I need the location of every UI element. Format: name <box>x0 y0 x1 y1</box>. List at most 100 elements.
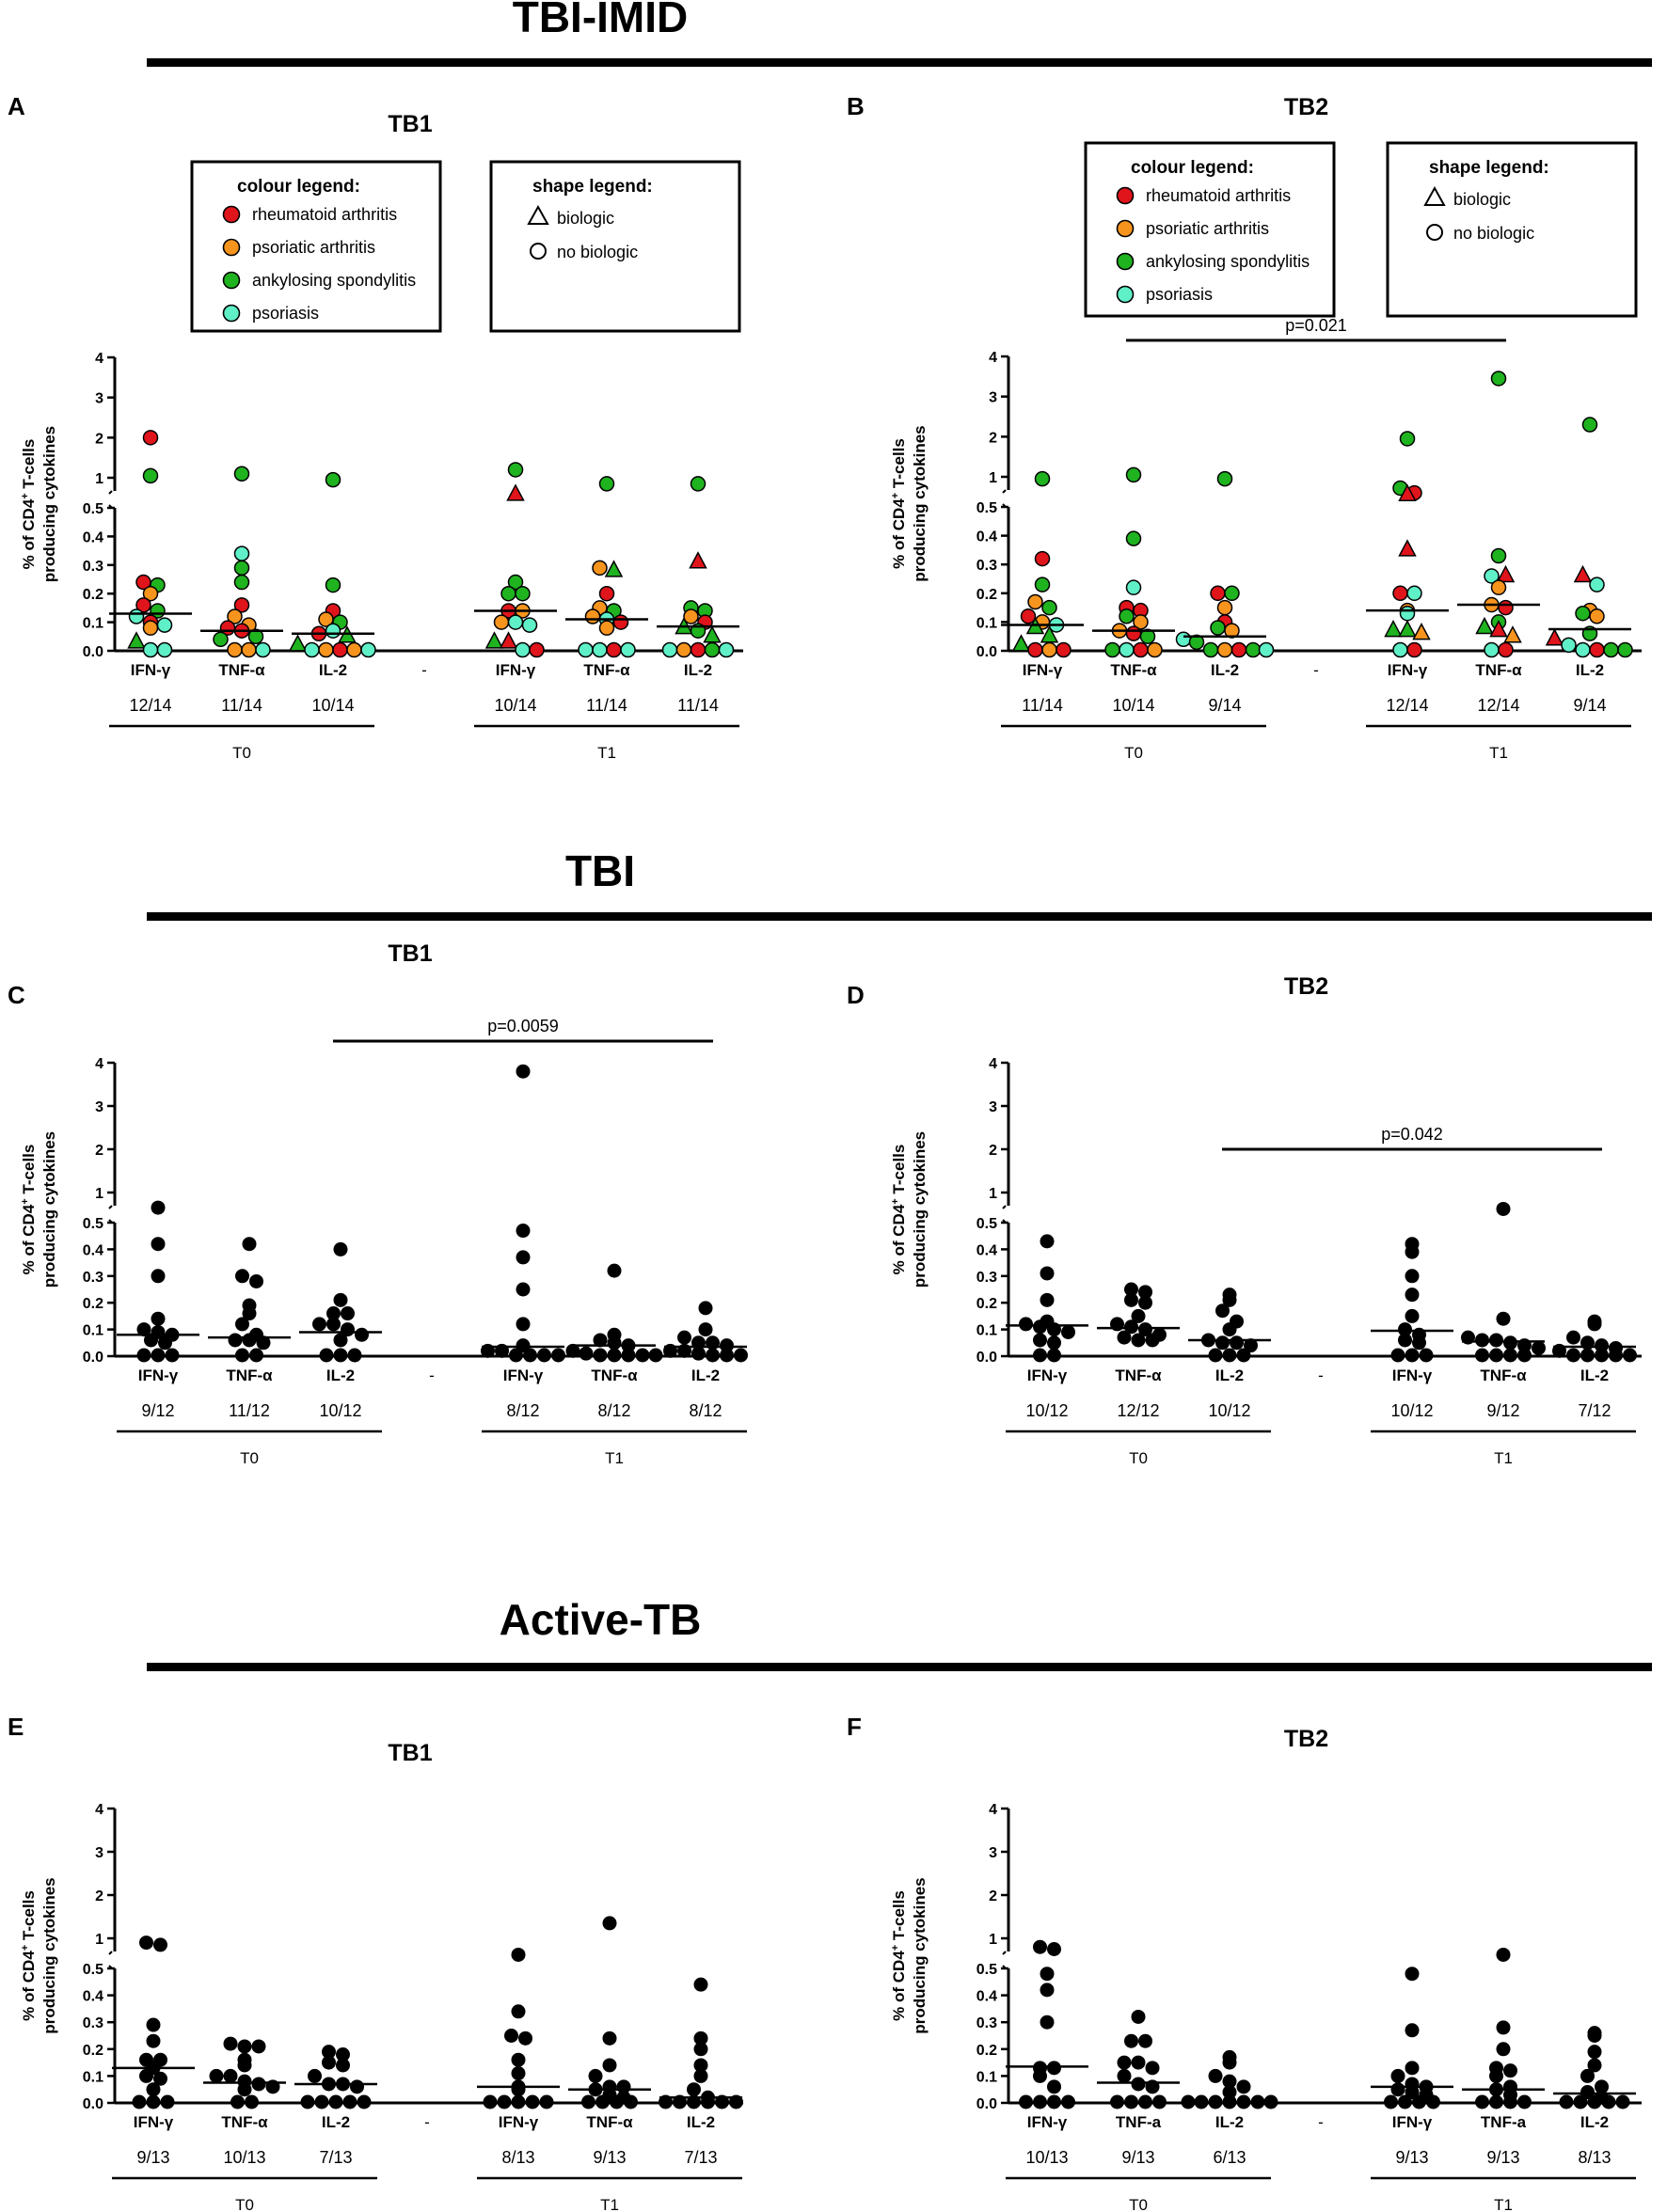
data-point <box>516 1282 531 1297</box>
y-tick-label: 0.0 <box>83 644 103 660</box>
data-point <box>308 2068 322 2083</box>
data-point <box>516 1224 531 1239</box>
data-point <box>1019 1317 1033 1332</box>
data-point <box>704 641 721 658</box>
legend-swatch-icon <box>1116 285 1135 304</box>
data-point <box>304 641 320 658</box>
data-point <box>1406 585 1422 602</box>
data-point <box>1145 2061 1160 2076</box>
data-point <box>1412 2094 1426 2109</box>
ratio-label: 8/12 <box>689 1401 722 1420</box>
y-tick-label: 0.4 <box>976 1989 997 2005</box>
data-point <box>1384 2094 1398 2109</box>
y-tick-label: 0.2 <box>976 587 997 603</box>
data-point <box>1061 1324 1075 1339</box>
x-tick-label: IL-2 <box>684 661 712 679</box>
x-tick-label: IFN-γ <box>138 1367 179 1384</box>
data-point <box>693 2068 708 2083</box>
data-point <box>1405 1244 1420 1259</box>
data-point-triangle <box>1503 625 1522 643</box>
data-point <box>233 545 250 561</box>
ratio-label: 10/13 <box>1025 2148 1068 2167</box>
y-tick-label: 4 <box>95 1802 103 1818</box>
circle-icon <box>1426 224 1443 241</box>
y-axis-label-line2: producing cytokines <box>911 1877 929 2033</box>
data-point <box>620 641 636 658</box>
ratio-label: 11/14 <box>1022 696 1063 715</box>
data-point <box>592 560 608 577</box>
data-point <box>1056 641 1072 658</box>
group-label: T1 <box>1494 1449 1513 1467</box>
data-point <box>136 1322 151 1337</box>
ratio-label: 10/14 <box>311 696 354 715</box>
data-point-triangle <box>1489 619 1508 638</box>
y-axis-label: % of CD4+ T-cells <box>890 1145 908 1275</box>
data-point <box>146 2033 161 2048</box>
data-point <box>1138 1322 1152 1337</box>
x-tick-label: IL-2 <box>687 2113 715 2131</box>
data-point <box>1138 2033 1152 2048</box>
data-point <box>1131 2077 1146 2092</box>
y-tick-label: 0.3 <box>83 1270 103 1286</box>
y-tick-label: 0.2 <box>976 1296 997 1312</box>
y-axis-label-line2: producing cytokines <box>40 426 58 582</box>
data-point <box>227 641 243 658</box>
colour-legend-label: ankylosing spondylitis <box>252 271 416 290</box>
x-tick-label: IFN-γ <box>503 1367 544 1384</box>
data-point <box>346 641 362 658</box>
y-tick-label: 3 <box>989 1099 997 1115</box>
data-point <box>1236 2079 1251 2094</box>
data-point-triangle <box>604 560 624 577</box>
x-tick-label: - <box>1318 1367 1324 1384</box>
data-point <box>1210 620 1226 636</box>
x-tick-label: IFN-γ <box>131 661 171 679</box>
data-point <box>325 577 341 593</box>
data-point <box>336 2058 350 2073</box>
data-point <box>1405 2023 1420 2038</box>
x-tick-label: TNF-α <box>583 661 630 679</box>
y-tick-label: 4 <box>95 1056 103 1072</box>
ratio-label: 9/13 <box>1395 2148 1428 2167</box>
data-point <box>602 1916 617 1931</box>
ratio-label: 10/12 <box>1390 1401 1433 1420</box>
data-point <box>151 1200 166 1215</box>
data-point <box>624 2094 638 2109</box>
data-point <box>1392 641 1408 658</box>
data-point <box>1595 1348 1609 1363</box>
y-tick-label: 0.3 <box>976 1270 997 1286</box>
data-point <box>247 628 264 645</box>
data-point <box>511 2052 526 2067</box>
data-point <box>142 620 159 636</box>
data-point <box>698 1301 713 1316</box>
y-tick-label: 0.4 <box>83 529 103 545</box>
data-point <box>537 1348 551 1363</box>
ratio-label: 12/14 <box>129 696 171 715</box>
ratio-label: 8/12 <box>506 1401 539 1420</box>
ratio-label: 12/14 <box>1386 696 1428 715</box>
data-point <box>142 585 159 602</box>
data-point <box>1589 608 1605 624</box>
x-tick-label: - <box>1318 2113 1324 2131</box>
data-point <box>507 614 524 630</box>
panel-title: TB2 <box>1284 973 1328 1000</box>
shape-legend-label: biologic <box>557 209 614 228</box>
x-tick-label: TNF-α <box>591 1367 638 1384</box>
legend-swatch-icon <box>222 271 241 290</box>
y-tick-label: 1 <box>989 470 997 486</box>
y-tick-label: 0.3 <box>83 559 103 575</box>
data-point <box>1575 641 1591 658</box>
y-tick-label: 2 <box>95 1888 103 1904</box>
data-point <box>511 2066 526 2081</box>
group-label: T0 <box>1129 2196 1148 2212</box>
data-point <box>233 466 250 482</box>
data-point <box>1406 641 1422 658</box>
data-point <box>511 2082 526 2097</box>
data-point <box>1040 1266 1055 1281</box>
section-title: TBI-IMID <box>513 0 689 41</box>
data-point <box>233 574 250 591</box>
data-point <box>300 2094 315 2109</box>
data-point <box>333 1292 348 1307</box>
data-point <box>1117 2068 1132 2083</box>
data-point <box>341 1306 355 1321</box>
data-point <box>677 1330 691 1345</box>
